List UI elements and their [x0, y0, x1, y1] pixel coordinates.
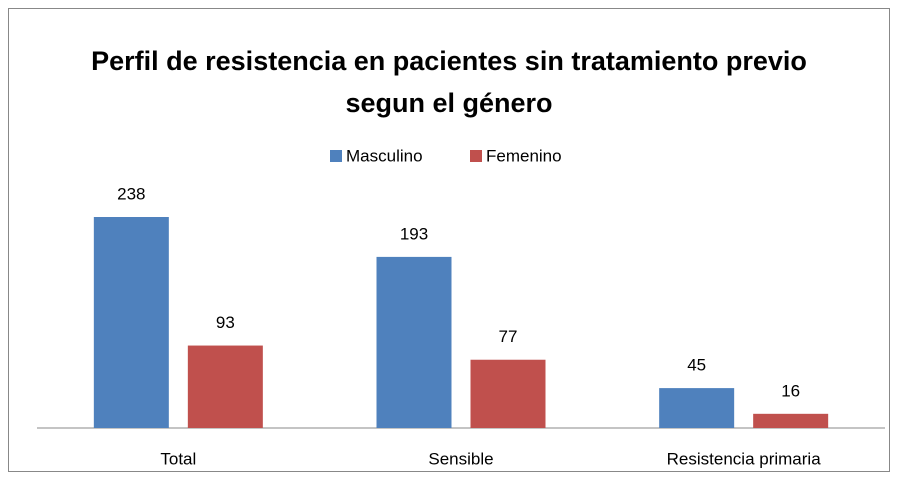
chart-title: Perfil de resistencia en pacientes sin t… [91, 46, 807, 118]
legend-swatch [470, 150, 482, 162]
legend-swatch [330, 150, 342, 162]
bar [187, 345, 263, 428]
data-label: 193 [400, 224, 428, 243]
bar [376, 256, 452, 428]
data-label: 238 [117, 184, 145, 203]
x-tick-label: Resistencia primaria [667, 449, 822, 468]
data-label: 93 [216, 313, 235, 332]
data-label: 45 [687, 356, 706, 375]
data-label: 77 [499, 327, 518, 346]
x-tick-label: Sensible [428, 449, 493, 468]
bar [753, 413, 829, 428]
data-label: 16 [781, 381, 800, 400]
x-tick-label: Total [160, 449, 196, 468]
legend-label: Masculino [346, 146, 423, 165]
bar [93, 217, 169, 428]
bar [470, 359, 546, 428]
bar [659, 388, 735, 428]
legend-label: Femenino [486, 146, 562, 165]
